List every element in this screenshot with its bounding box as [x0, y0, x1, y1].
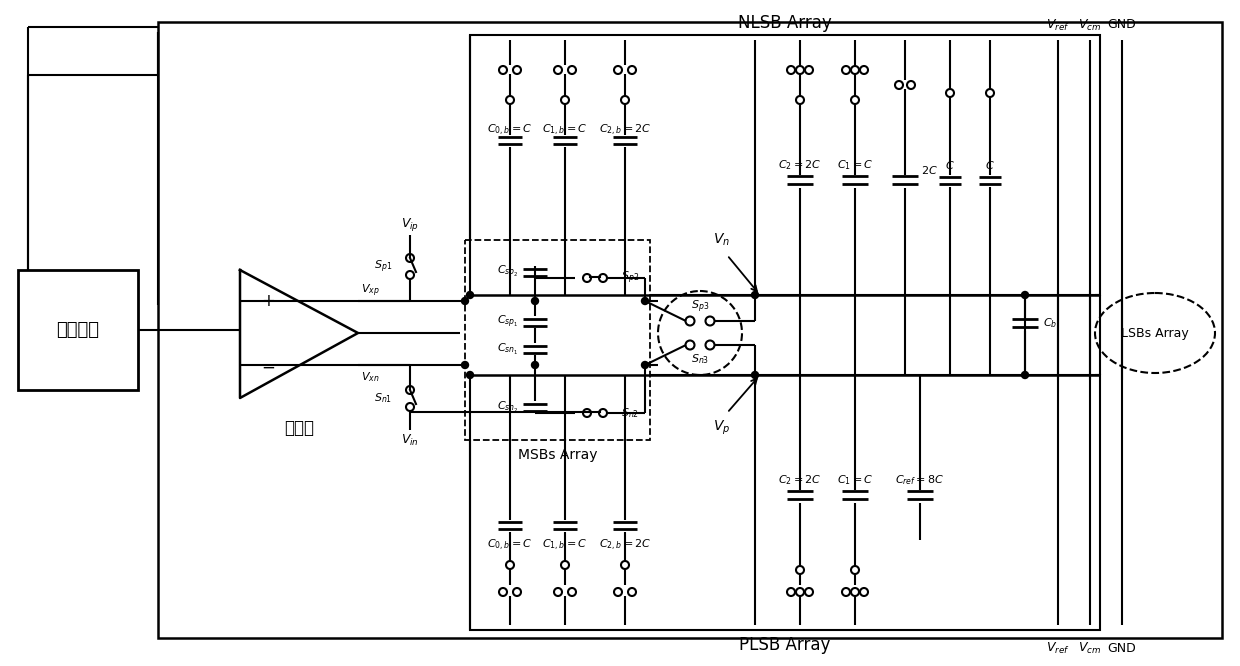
Text: $V_{cm}$: $V_{cm}$ — [1079, 17, 1101, 33]
Text: $C_{0,b}=C$: $C_{0,b}=C$ — [487, 537, 533, 553]
Text: LSBs Array: LSBs Array — [1121, 326, 1189, 340]
Circle shape — [532, 362, 538, 368]
Text: $C_{sn_2}$: $C_{sn_2}$ — [497, 400, 520, 414]
Circle shape — [466, 372, 474, 378]
Text: $C_{1,b}=C$: $C_{1,b}=C$ — [542, 537, 588, 553]
Text: GND: GND — [1107, 19, 1136, 31]
Text: $2C$: $2C$ — [921, 164, 937, 176]
Text: $V_n$: $V_n$ — [713, 232, 730, 248]
Circle shape — [461, 298, 469, 304]
Text: $V_p$: $V_p$ — [713, 419, 730, 437]
Circle shape — [461, 362, 469, 368]
Text: $C_2=2C$: $C_2=2C$ — [779, 158, 822, 172]
Text: $C$: $C$ — [945, 159, 955, 171]
Text: +: + — [262, 292, 275, 310]
Circle shape — [466, 292, 474, 298]
Text: $V_{in}$: $V_{in}$ — [401, 432, 419, 448]
Text: $V_{xp}$: $V_{xp}$ — [361, 283, 379, 299]
Text: $C$: $C$ — [985, 159, 994, 171]
Text: $C_{2,b}=2C$: $C_{2,b}=2C$ — [599, 123, 651, 138]
Text: $C_{sn_1}$: $C_{sn_1}$ — [497, 342, 520, 356]
Text: $S_{p1}$: $S_{p1}$ — [373, 258, 392, 274]
Text: $C_2=2C$: $C_2=2C$ — [779, 473, 822, 487]
Text: PLSB Array: PLSB Array — [739, 636, 831, 654]
Text: $V_{ip}$: $V_{ip}$ — [401, 216, 419, 234]
Text: $C_{sp_2}$: $C_{sp_2}$ — [497, 264, 520, 280]
Bar — [470, 375, 1100, 630]
Circle shape — [1022, 372, 1028, 378]
Text: $V_{ref}$: $V_{ref}$ — [1047, 17, 1070, 33]
Text: $C_{ref}=8C$: $C_{ref}=8C$ — [895, 473, 945, 487]
Text: $S_{n1}$: $S_{n1}$ — [373, 392, 392, 406]
Text: $V_{ref}$: $V_{ref}$ — [1047, 641, 1070, 655]
Circle shape — [751, 372, 759, 378]
Bar — [470, 35, 1100, 295]
Text: NLSB Array: NLSB Array — [738, 14, 832, 32]
Text: MSBs Array: MSBs Array — [518, 448, 598, 462]
Circle shape — [751, 292, 759, 298]
Text: $C_1=C$: $C_1=C$ — [837, 158, 873, 172]
Circle shape — [532, 298, 538, 304]
Text: $S_{n3}$: $S_{n3}$ — [691, 352, 709, 366]
Circle shape — [641, 298, 649, 304]
Text: $V_{xn}$: $V_{xn}$ — [361, 370, 379, 384]
Text: $C_1=C$: $C_1=C$ — [837, 473, 873, 487]
Circle shape — [1022, 292, 1028, 298]
Text: GND: GND — [1107, 641, 1136, 655]
Bar — [157, 22, 1221, 638]
Text: $C_{2,b}=2C$: $C_{2,b}=2C$ — [599, 537, 651, 553]
Text: $S_{p2}$: $S_{p2}$ — [621, 270, 639, 286]
Text: $C_{1,b}=C$: $C_{1,b}=C$ — [542, 123, 588, 138]
Text: $S_{n2}$: $S_{n2}$ — [621, 406, 639, 420]
Text: −: − — [262, 359, 275, 377]
Text: $C_{sp_1}$: $C_{sp_1}$ — [497, 314, 520, 330]
Text: 控制逻辑: 控制逻辑 — [57, 321, 99, 339]
Text: 比较器: 比较器 — [284, 419, 314, 437]
Text: $V_{cm}$: $V_{cm}$ — [1079, 641, 1101, 655]
Text: $C_{0,b}=C$: $C_{0,b}=C$ — [487, 123, 533, 138]
Text: $C_b$: $C_b$ — [1043, 316, 1058, 330]
Bar — [19, 270, 138, 390]
Bar — [465, 240, 650, 440]
Circle shape — [641, 362, 649, 368]
Text: $S_{p3}$: $S_{p3}$ — [691, 299, 709, 315]
